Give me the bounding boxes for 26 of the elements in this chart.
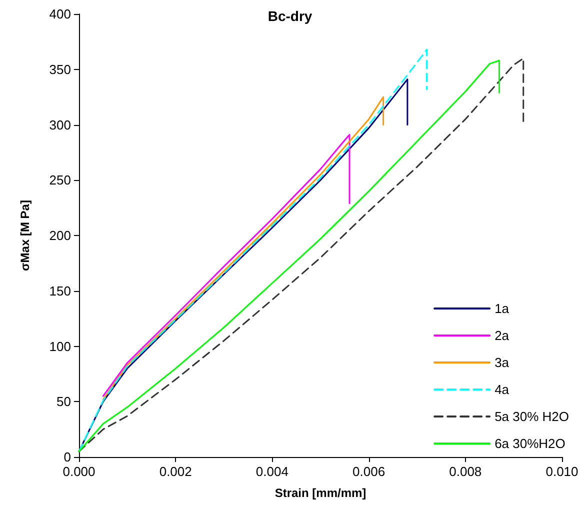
x-tick-label: 0.008	[449, 464, 482, 479]
chart-title: Bc-dry	[268, 8, 312, 24]
y-tick-label: 150	[49, 283, 71, 298]
x-tick-label: 0.000	[62, 464, 96, 479]
y-tick-label: 200	[49, 228, 71, 243]
x-tick-label: 0.004	[256, 464, 288, 479]
line-series	[102, 96, 384, 400]
x-axis-title: Strain [mm/mm]	[274, 486, 366, 500]
y-tick-label: 250	[49, 172, 71, 188]
legend-label: 1a	[494, 301, 510, 316]
legend-label: 6a 30%H2O	[494, 436, 566, 451]
y-tick-label: 0	[64, 450, 71, 464]
y-tick-label: 100	[49, 338, 71, 354]
y-tick-label: 50	[56, 394, 71, 410]
legend-label: 4a	[494, 382, 510, 397]
legend-label: 3a	[494, 355, 510, 370]
y-tick-label: 350	[49, 62, 71, 77]
line-series	[102, 134, 350, 397]
y-tick-label: 300	[49, 117, 71, 132]
legend-label: 5a 30% H2O	[494, 409, 570, 424]
legend-label: 2a	[494, 328, 510, 343]
x-tick-label: 0.010	[546, 464, 578, 479]
y-axis-title: σMax [M Pa]	[18, 200, 32, 271]
x-tick-label: 0.002	[159, 464, 192, 479]
y-tick-label: 400	[49, 6, 71, 22]
x-tick-label: 0.006	[352, 464, 386, 479]
